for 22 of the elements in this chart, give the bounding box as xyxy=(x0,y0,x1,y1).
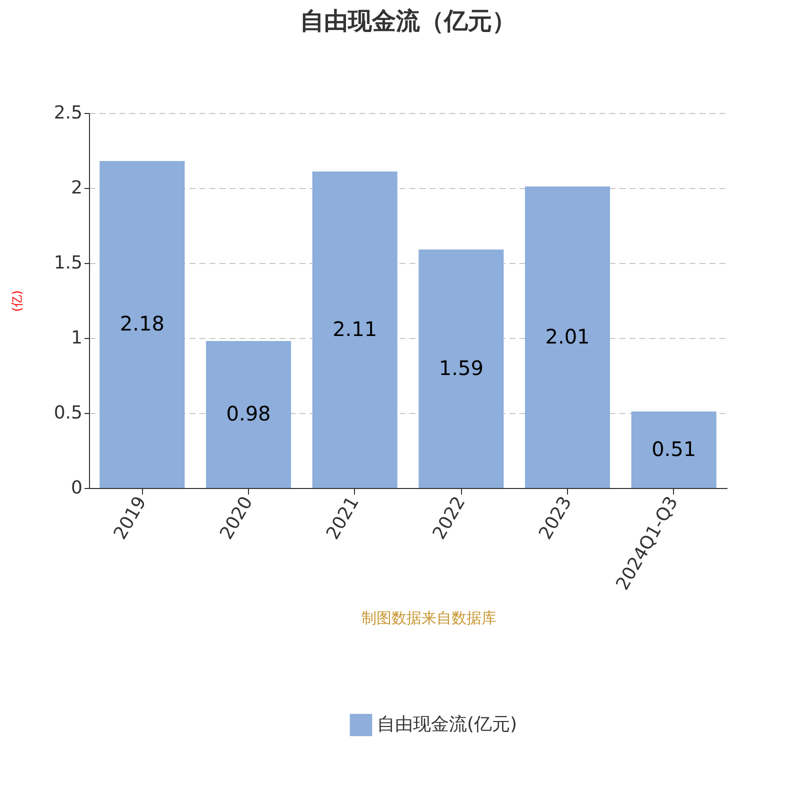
data-label: 0.51 xyxy=(652,436,696,461)
text: 制图数据来自数据库 xyxy=(362,609,496,627)
data-label: 2.18 xyxy=(120,312,164,336)
bar xyxy=(631,412,716,488)
y-tick-label: 0.5 xyxy=(54,402,82,424)
data-label: 2.01 xyxy=(545,324,590,348)
data-label: 1.59 xyxy=(438,356,484,380)
y-tick-label: 2.5 xyxy=(54,102,82,124)
legend-label: 自由现金流(亿元) xyxy=(377,714,518,735)
bar xyxy=(100,161,185,488)
bar xyxy=(524,186,610,488)
bar xyxy=(312,172,398,488)
y-tick-label: 0 xyxy=(71,478,82,498)
data-label: 0.98 xyxy=(226,402,271,426)
y-tick-label: 1 xyxy=(71,328,82,348)
chart-title: 自由现金流（亿元） xyxy=(300,7,516,35)
bar xyxy=(206,341,292,488)
data-label: 2.11 xyxy=(332,316,378,341)
bar xyxy=(418,250,504,488)
y-tick-label: 2 xyxy=(71,178,82,198)
y-axis-title: (亿) xyxy=(10,290,24,312)
y-tick-label: 1.5 xyxy=(54,252,82,274)
